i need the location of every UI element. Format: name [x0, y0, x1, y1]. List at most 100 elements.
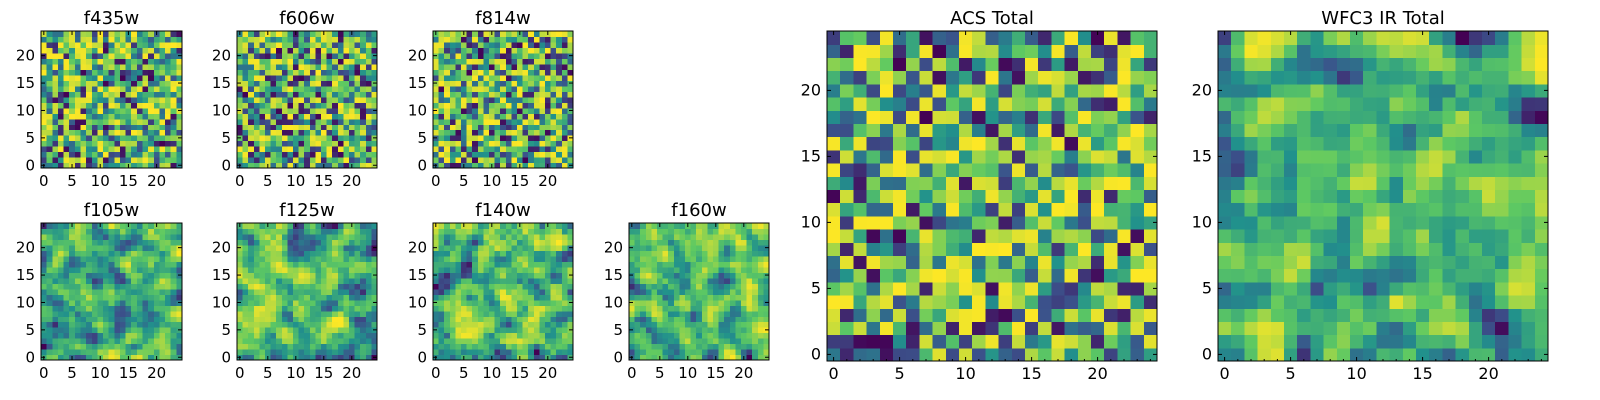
heatmap-cell — [763, 321, 770, 328]
heatmap-cell — [466, 124, 473, 131]
heatmap-cell — [176, 321, 183, 328]
heatmap-cell — [86, 223, 93, 230]
heatmap-cell — [142, 69, 149, 76]
heatmap-cell — [41, 283, 48, 290]
heatmap-cell — [477, 47, 484, 54]
heatmap-cell — [108, 47, 115, 54]
heatmap-cell — [332, 96, 339, 103]
heatmap-cell — [332, 327, 339, 334]
heatmap-cell — [489, 41, 496, 49]
heatmap-cell — [718, 321, 725, 328]
heatmap-cell — [840, 321, 854, 336]
heatmap-cell — [662, 321, 669, 328]
heatmap-cell — [528, 113, 535, 120]
heatmap-cell — [707, 321, 714, 328]
heatmap-cell — [483, 239, 490, 246]
heatmap-cell — [270, 113, 277, 120]
heatmap-cell — [461, 228, 468, 235]
heatmap-cell — [893, 281, 907, 296]
heatmap-cell — [321, 113, 328, 120]
heatmap-cell — [1143, 321, 1158, 336]
heatmap-cell — [69, 228, 76, 235]
heatmap-cell — [315, 47, 322, 54]
heatmap-cell — [556, 233, 563, 241]
heatmap-cell — [125, 91, 132, 98]
heatmap-cell — [293, 58, 300, 65]
heatmap-cell — [136, 239, 144, 246]
heatmap-cell — [80, 52, 87, 59]
heatmap-cell — [74, 261, 82, 268]
x-tick-label: 5 — [67, 172, 77, 190]
heatmap-cell — [125, 327, 132, 334]
heatmap-cell — [1011, 308, 1026, 322]
heatmap-cell — [1130, 321, 1145, 336]
heatmap-cell — [707, 305, 714, 312]
heatmap-cell — [142, 124, 149, 131]
heatmap-cell — [337, 316, 344, 323]
heatmap-cell — [741, 305, 748, 312]
heatmap-cell — [461, 332, 468, 339]
heatmap-cell — [1064, 255, 1079, 270]
heatmap-cell — [657, 283, 664, 290]
heatmap-cell — [690, 261, 697, 268]
heatmap-cell — [906, 149, 920, 164]
heatmap-cell — [326, 146, 333, 153]
heatmap-cell — [1051, 295, 1066, 309]
heatmap-cell — [170, 327, 177, 334]
heatmap-cell — [57, 223, 65, 230]
axes-frame — [236, 30, 378, 169]
heatmap-cell — [690, 228, 697, 235]
heatmap-cell — [69, 118, 76, 125]
heatmap-cell — [539, 85, 546, 92]
heatmap-cell — [91, 338, 98, 345]
heatmap-cell — [371, 266, 378, 273]
heatmap-cell — [365, 47, 372, 54]
heatmap-cell — [259, 233, 266, 241]
heatmap-cell — [293, 52, 300, 59]
heatmap-cell — [906, 268, 920, 283]
heatmap-cell — [533, 91, 540, 98]
heatmap-cell — [545, 327, 552, 334]
heatmap-cell — [634, 239, 641, 246]
heatmap-cell — [1104, 176, 1118, 190]
heatmap-cell — [1051, 189, 1066, 204]
heatmap-cell — [136, 349, 144, 356]
heatmap-cell — [556, 343, 563, 350]
heatmap-cell — [1038, 334, 1052, 349]
heatmap-cell — [131, 80, 138, 87]
heatmap-cell — [539, 294, 546, 301]
heatmap-cell — [326, 316, 333, 323]
heatmap-cell — [893, 189, 907, 204]
heatmap-cell — [853, 229, 868, 243]
heatmap-cell — [74, 41, 82, 49]
heatmap-cell — [522, 228, 529, 235]
heatmap-cell — [556, 52, 563, 59]
heatmap-cell — [125, 338, 132, 345]
heatmap-cell — [668, 239, 675, 246]
heatmap-cell — [309, 228, 316, 235]
heatmap-cell — [640, 261, 647, 268]
heatmap-cell — [438, 305, 445, 312]
heatmap-cell — [108, 343, 115, 350]
y-tick-label: 5 — [613, 321, 623, 339]
heatmap-cell — [242, 74, 249, 81]
heatmap-cell — [645, 266, 652, 273]
heatmap-cell — [293, 349, 300, 356]
heatmap-cell — [97, 140, 104, 147]
heatmap-cell — [444, 31, 451, 38]
heatmap-cell — [142, 135, 149, 142]
heatmap-cell — [103, 316, 110, 323]
heatmap-cell — [176, 96, 183, 103]
heatmap-cell — [365, 85, 372, 92]
heatmap-cell — [365, 151, 372, 158]
heatmap-cell — [119, 162, 127, 169]
heatmap-cell — [371, 91, 378, 98]
heatmap-cell — [533, 124, 540, 131]
heatmap-cell — [472, 283, 479, 290]
heatmap-cell — [433, 36, 440, 43]
heatmap-cell — [354, 250, 361, 257]
heatmap-cell — [757, 277, 764, 284]
heatmap-cell — [165, 69, 172, 76]
heatmap-cell — [136, 91, 144, 98]
heatmap-cell — [545, 74, 552, 81]
